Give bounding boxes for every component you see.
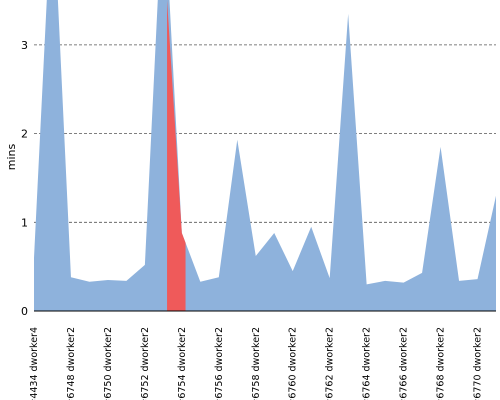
- x-tick-label: #6748 dworker2: [66, 327, 77, 400]
- x-tick-label: #6758 dworker2: [251, 327, 262, 400]
- x-tick-label: #6764 dworker2: [362, 327, 373, 400]
- y-axis: 0 1 2 3: [21, 39, 28, 318]
- x-tick-label: #6756 dworker2: [214, 327, 225, 400]
- y-tick-label: 0: [21, 305, 28, 318]
- x-tick-label: #6754 dworker2: [177, 327, 188, 400]
- x-tick-label: #6752 dworker2: [140, 327, 151, 400]
- x-tick-label: #6760 dworker2: [288, 327, 299, 400]
- series-area: [34, 0, 496, 311]
- grid-lines: [34, 44, 496, 223]
- x-tick-label: #6768 dworker2: [436, 327, 447, 400]
- y-tick-label: 1: [21, 216, 28, 229]
- x-tick-label: #4434 dworker4: [29, 327, 40, 400]
- x-tick-label: #6770 dworker2: [473, 327, 484, 400]
- x-axis: #4434 dworker4 #6748 dworker2 #6750 dworke…: [29, 327, 484, 400]
- x-tick-label: #6762 dworker2: [325, 327, 336, 400]
- x-tick-label: #6750 dworker2: [103, 327, 114, 400]
- y-tick-label: 2: [21, 128, 28, 141]
- y-axis-title: mins: [5, 143, 18, 170]
- highlight-area: [167, 0, 186, 311]
- x-tick-label: #6766 dworker2: [399, 327, 410, 400]
- y-tick-label: 3: [21, 39, 28, 52]
